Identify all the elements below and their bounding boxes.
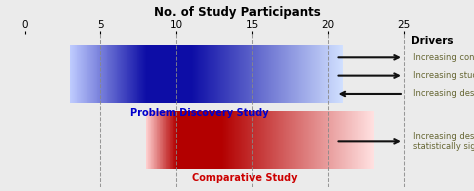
Text: Increasing design novelty: Increasing design novelty [413, 89, 474, 99]
Text: Increasing context criticality: Increasing context criticality [413, 53, 474, 62]
Text: Problem Discovery Study: Problem Discovery Study [130, 108, 268, 118]
Text: Increasing study complexity: Increasing study complexity [413, 71, 474, 80]
X-axis label: No. of Study Participants: No. of Study Participants [154, 6, 320, 19]
Text: Comparative Study: Comparative Study [192, 173, 297, 183]
Text: Drivers: Drivers [411, 36, 454, 46]
Text: Increasing desire for
statistically significant results: Increasing desire for statistically sign… [413, 132, 474, 151]
